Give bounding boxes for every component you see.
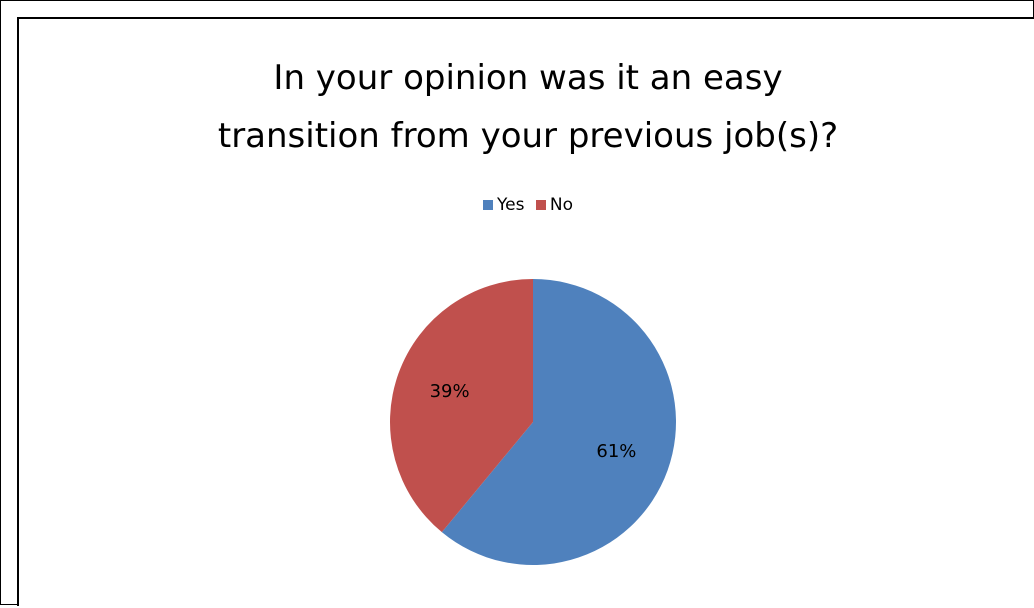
legend-swatch-yes — [483, 200, 493, 210]
chart-title-line-2: transition from your previous job(s)? — [217, 116, 839, 156]
pie-slice-yes — [441, 279, 676, 565]
chart-title: In your opinion was it an easy transitio… — [19, 49, 1034, 165]
chart-legend: Yes No — [19, 195, 1034, 215]
legend-label-no: No — [549, 195, 573, 215]
legend-label-yes: Yes — [497, 195, 525, 215]
pie-slice-no — [389, 279, 533, 533]
chart-area: In your opinion was it an easy transitio… — [17, 17, 1034, 606]
legend-swatch-no — [535, 200, 546, 210]
chart-title-line-1: In your opinion was it an easy — [273, 58, 783, 98]
pie-chart: 61% 39% — [389, 279, 676, 565]
legend-item-no: No — [535, 195, 573, 215]
pie-label-yes: 61% — [596, 441, 636, 462]
pie-label-no: 39% — [430, 381, 470, 402]
legend-item-yes: Yes — [483, 195, 524, 215]
